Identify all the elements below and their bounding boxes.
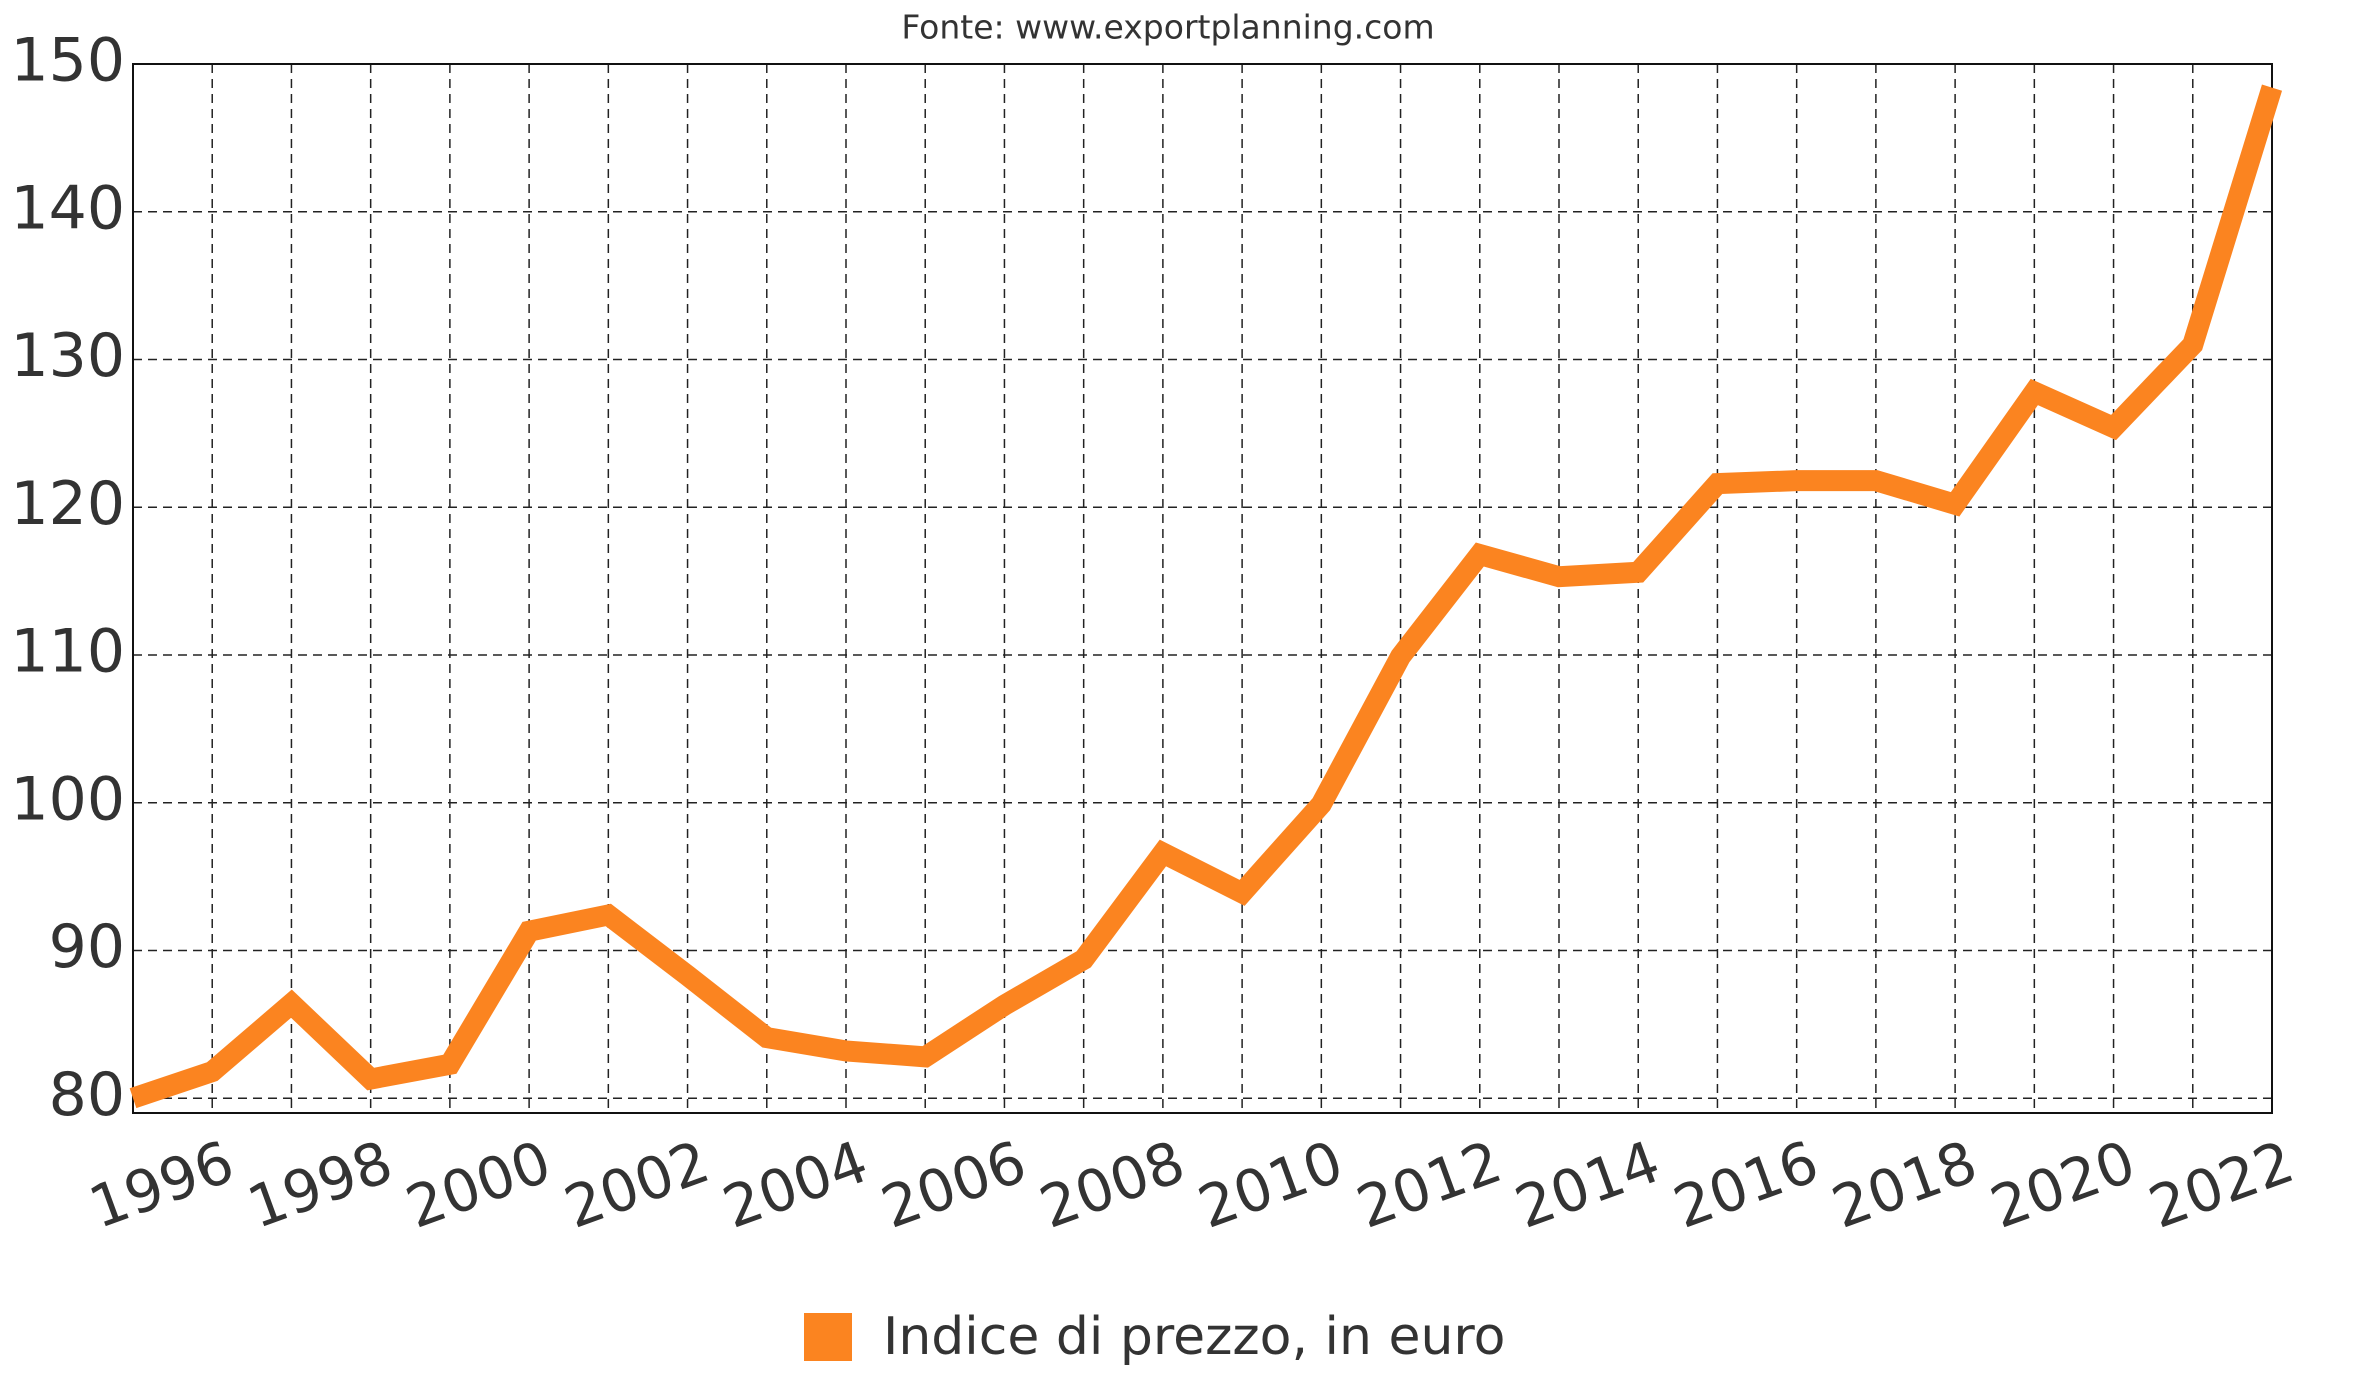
y-tick-label: 80 bbox=[49, 1060, 125, 1130]
x-tick-label: 2000 bbox=[397, 1127, 559, 1241]
legend-swatch bbox=[804, 1313, 852, 1361]
plot-frame bbox=[132, 63, 2273, 1114]
x-tick-label: 2010 bbox=[1190, 1127, 1352, 1241]
x-tick-label: 2016 bbox=[1665, 1127, 1827, 1241]
x-tick-label: 2012 bbox=[1348, 1127, 1510, 1241]
x-tick-label: 2004 bbox=[714, 1127, 876, 1241]
y-tick-label: 100 bbox=[10, 764, 125, 834]
x-tick-label: 1996 bbox=[81, 1127, 243, 1241]
y-tick-label: 140 bbox=[10, 173, 125, 243]
source: Fonte: www.exportplanning.com bbox=[901, 8, 1434, 47]
x-tick-label: 2014 bbox=[1507, 1127, 1669, 1241]
y-tick-label: 150 bbox=[10, 26, 125, 96]
x-tick-label: 2002 bbox=[556, 1127, 718, 1241]
y-tick-label: 110 bbox=[10, 617, 125, 687]
x-tick-label: 2008 bbox=[1031, 1127, 1193, 1241]
x-tick-label: 2022 bbox=[2140, 1127, 2302, 1241]
y-tick-label: 130 bbox=[10, 321, 125, 391]
y-tick-label: 90 bbox=[49, 912, 125, 982]
x-tick-label: 1998 bbox=[239, 1127, 401, 1241]
x-tick-label: 2006 bbox=[873, 1127, 1035, 1241]
x-tick-label: 2020 bbox=[1982, 1127, 2144, 1241]
x-tick-label: 2018 bbox=[1823, 1127, 1985, 1241]
y-tick-label: 120 bbox=[10, 469, 125, 539]
legend-label: Indice di prezzo, in euro bbox=[883, 1307, 1505, 1367]
line bbox=[129, 84, 2283, 1109]
